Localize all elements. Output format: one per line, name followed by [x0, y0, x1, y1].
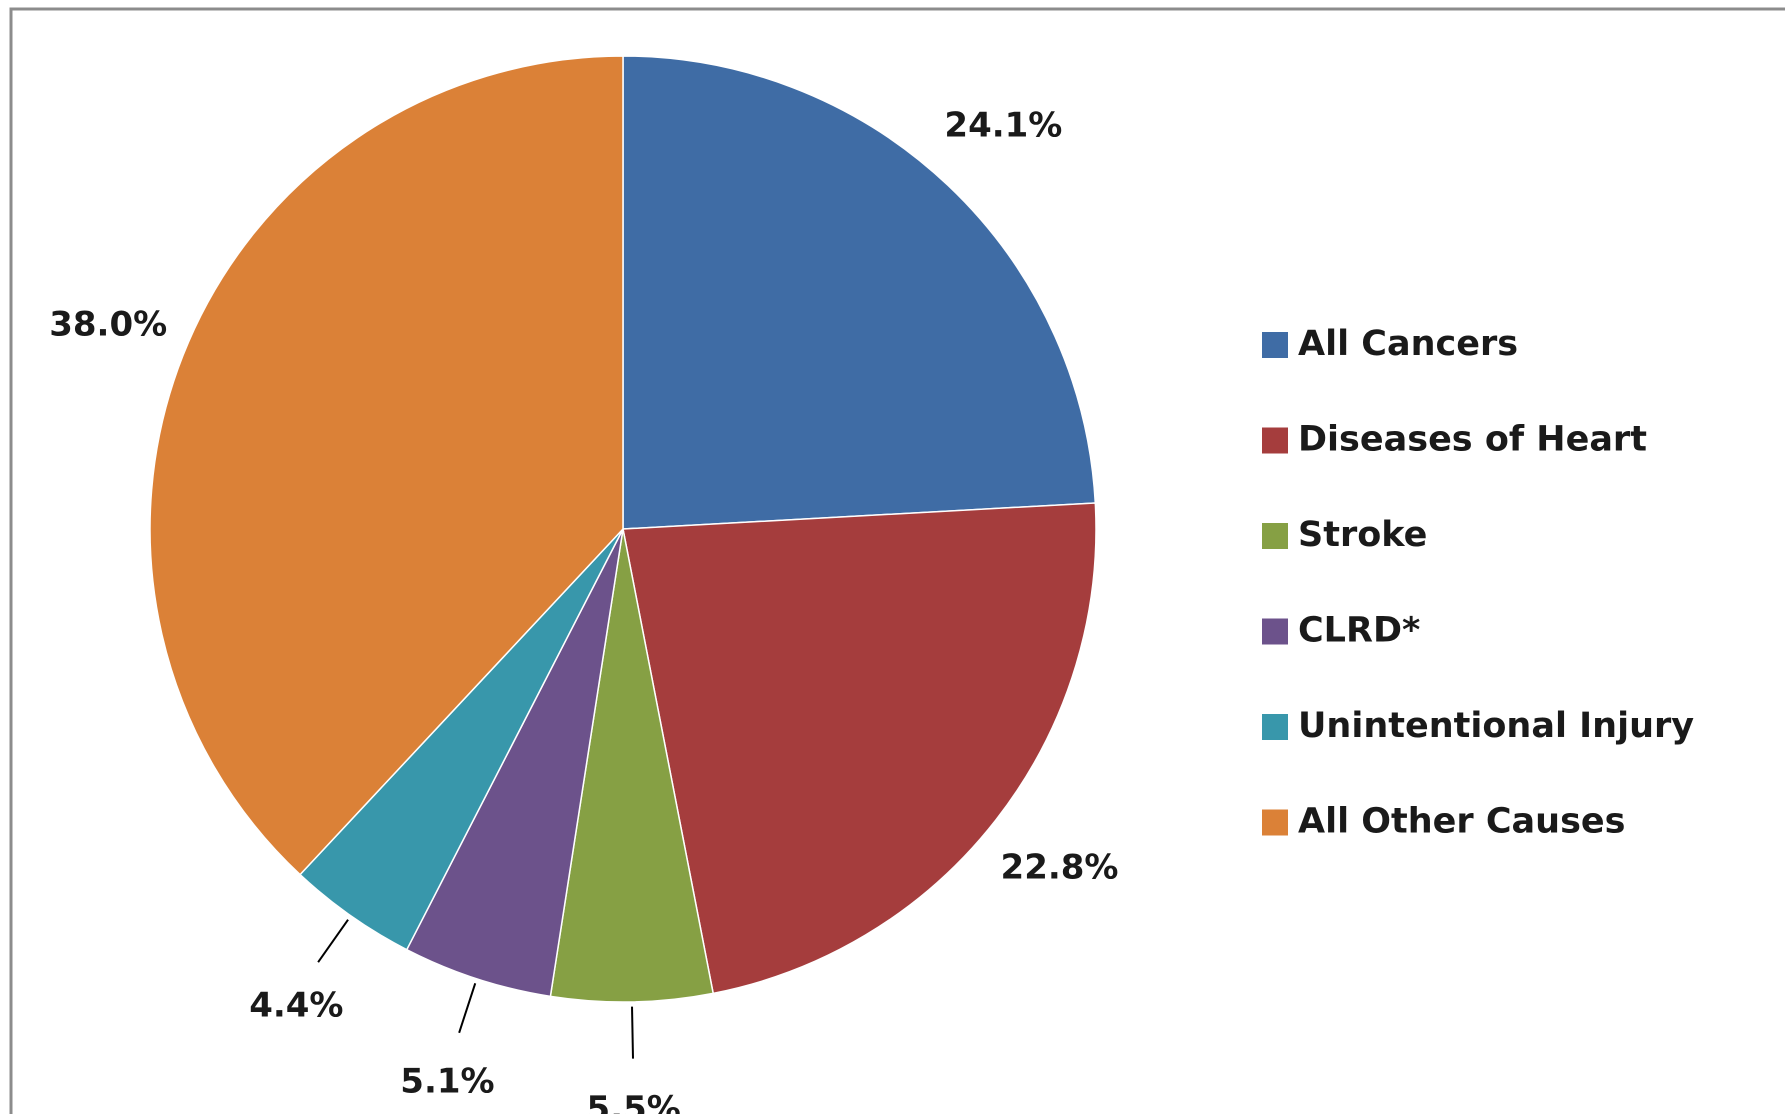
legend-swatch: [1262, 714, 1288, 740]
legend-swatch: [1262, 332, 1288, 358]
pie-slice: [549, 528, 715, 1003]
legend-label: Diseases of Heart: [1298, 420, 1647, 460]
leader-line: [631, 1006, 634, 1059]
pie-slice: [622, 55, 1097, 530]
data-label: 5.1%: [400, 1061, 494, 1101]
data-label: 38.0%: [49, 304, 167, 344]
legend-label: Stroke: [1298, 515, 1427, 555]
data-label: 4.4%: [249, 986, 343, 1026]
legend-swatch: [1262, 523, 1288, 549]
pie-slice: [622, 502, 1097, 995]
data-label: 24.1%: [944, 106, 1062, 146]
leader-line: [317, 919, 349, 963]
leader-line: [458, 982, 477, 1034]
legend-label: All Other Causes: [1298, 802, 1625, 842]
legend-swatch: [1262, 427, 1288, 454]
data-label: 22.8%: [1001, 848, 1119, 888]
legend-swatch: [1262, 618, 1288, 645]
legend-swatch: [1262, 809, 1288, 836]
pie-slice: [149, 55, 624, 876]
legend-label: CLRD*: [1298, 611, 1420, 651]
data-label: 5.5%: [587, 1089, 681, 1114]
legend-label: Unintentional Injury: [1298, 706, 1694, 746]
pie-slice: [405, 528, 624, 998]
legend-label: All Cancers: [1298, 324, 1518, 364]
